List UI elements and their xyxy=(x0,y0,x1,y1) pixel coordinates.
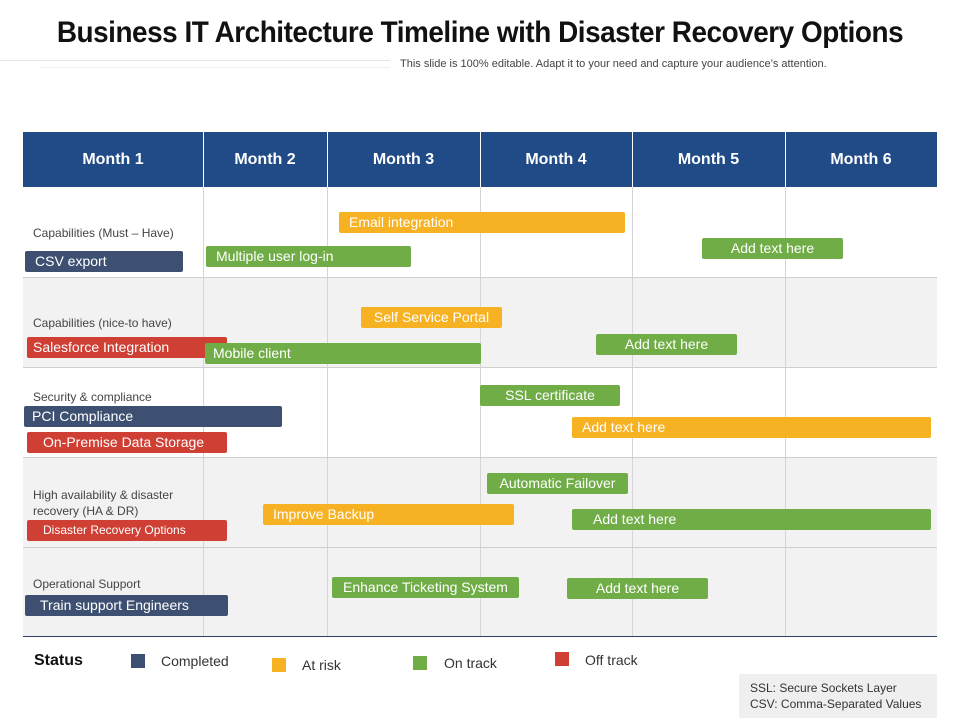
row-label-ha-dr: High availability & disaster recovery (H… xyxy=(33,488,174,518)
task-bar-disaster-recovery-options[interactable]: Disaster Recovery Options xyxy=(27,520,227,541)
row-label-nice-to-have: Capabilities (nice-to have) xyxy=(33,316,172,330)
month-header-3: Month 3 xyxy=(372,151,435,168)
legend-title: Status xyxy=(34,652,83,669)
task-bar-add-text-row4[interactable]: Add text here xyxy=(572,509,931,530)
row-label-must-have: Capabilities (Must – Have) xyxy=(33,226,174,240)
legend-label-off-track: Off track xyxy=(585,652,638,668)
grid-line xyxy=(23,277,937,278)
task-bar-on-premise-data-storage[interactable]: On-Premise Data Storage xyxy=(27,432,227,453)
task-bar-add-text-row3[interactable]: Add text here xyxy=(572,417,931,438)
header-separator xyxy=(327,132,328,187)
grid-line xyxy=(23,547,937,548)
task-bar-improve-backup[interactable]: Improve Backup xyxy=(263,504,514,525)
table-bottom-border xyxy=(23,636,937,637)
task-bar-enhance-ticketing-system[interactable]: Enhance Ticketing System xyxy=(332,577,519,598)
task-bar-ssl-certificate[interactable]: SSL certificate xyxy=(480,385,620,406)
grid-line xyxy=(632,187,633,637)
abbreviation-csv: CSV: Comma-Separated Values xyxy=(750,697,922,711)
legend-swatch-off-track xyxy=(555,652,569,666)
abbreviations-box: SSL: Secure Sockets Layer CSV: Comma-Sep… xyxy=(739,674,937,718)
page-subtitle: This slide is 100% editable. Adapt it to… xyxy=(400,58,827,70)
task-bar-pci-compliance[interactable]: PCI Compliance xyxy=(24,406,282,427)
task-bar-add-text-row2[interactable]: Add text here xyxy=(596,334,737,355)
task-bar-automatic-failover[interactable]: Automatic Failover xyxy=(487,473,628,494)
grid-line xyxy=(327,187,328,637)
row-label-security: Security & compliance xyxy=(33,390,152,404)
grid-line xyxy=(23,457,937,458)
grid-line xyxy=(23,367,937,368)
header-separator xyxy=(632,132,633,187)
month-header-4: Month 4 xyxy=(525,151,587,168)
task-bar-add-text-row5[interactable]: Add text here xyxy=(567,578,708,599)
task-bar-add-text-row1[interactable]: Add text here xyxy=(702,238,843,259)
task-bar-salesforce-integration[interactable]: Salesforce Integration xyxy=(27,337,227,358)
month-header-2: Month 2 xyxy=(234,151,296,168)
decorative-divider xyxy=(40,67,390,68)
legend-label-at-risk: At risk xyxy=(302,657,341,673)
header-separator xyxy=(785,132,786,187)
abbreviation-ssl: SSL: Secure Sockets Layer xyxy=(750,681,897,695)
task-bar-csv-export[interactable]: CSV export xyxy=(25,251,183,272)
task-bar-mobile-client[interactable]: Mobile client xyxy=(205,343,481,364)
header-separator xyxy=(480,132,481,187)
month-header-1: Month 1 xyxy=(82,151,144,168)
month-header-6: Month 6 xyxy=(830,151,892,168)
task-bar-multiple-user-login[interactable]: Multiple user log-in xyxy=(206,246,411,267)
task-bar-self-service-portal[interactable]: Self Service Portal xyxy=(361,307,502,328)
month-header-5: Month 5 xyxy=(677,151,740,168)
page-title: Business IT Architecture Timeline with D… xyxy=(56,16,904,49)
legend-label-on-track: On track xyxy=(444,655,497,671)
row-label-operational-support: Operational Support xyxy=(33,577,141,591)
grid-line xyxy=(785,187,786,637)
decorative-divider xyxy=(0,60,390,61)
legend-swatch-completed xyxy=(131,654,145,668)
task-bar-email-integration[interactable]: Email integration xyxy=(339,212,625,233)
header-separator xyxy=(203,132,204,187)
grid-line xyxy=(480,187,481,637)
task-bar-train-support-engineers[interactable]: Train support Engineers xyxy=(25,595,228,616)
legend-label-completed: Completed xyxy=(161,653,229,669)
legend-swatch-at-risk xyxy=(272,658,286,672)
legend-swatch-on-track xyxy=(413,656,427,670)
